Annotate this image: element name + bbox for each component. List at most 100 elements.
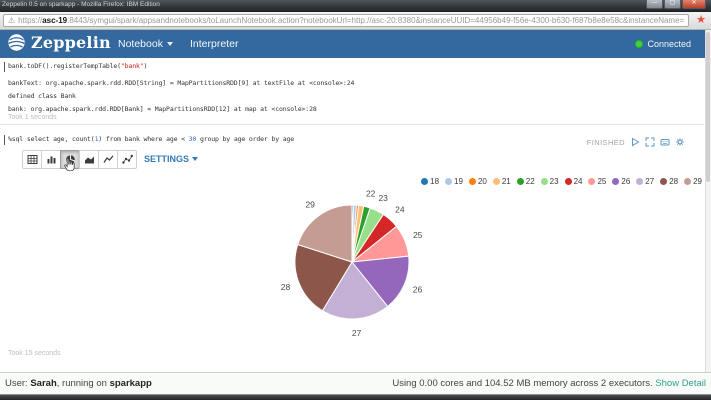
bookmark-star-icon[interactable]: ★ — [696, 14, 706, 26]
user-status-text: User: Sarah, running on sparkapp — [5, 378, 152, 389]
pie-slice[interactable] — [294, 243, 353, 312]
url-text: https://asc-19:8443/symgui/spark/appsand… — [18, 16, 684, 25]
legend-label: 27 — [645, 177, 655, 186]
connected-label: Connected — [647, 39, 691, 49]
chart-type-toolbar — [22, 150, 137, 169]
url-domain: asc-19 — [42, 16, 68, 25]
line-chart-button[interactable] — [98, 150, 118, 169]
legend-item[interactable]: 21 — [492, 177, 511, 186]
legend-label: 22 — [525, 177, 535, 186]
menu-notebook-label: Notebook — [118, 38, 163, 50]
legend-item[interactable]: 25 — [588, 177, 606, 186]
legend-dot-icon — [588, 178, 596, 185]
legend-item[interactable]: 18 — [421, 177, 439, 186]
warning-triangle-icon[interactable]: ⚠ — [8, 15, 16, 25]
settings-toggle[interactable]: SETTINGS — [144, 154, 199, 164]
pie-label: 24 — [395, 205, 405, 215]
legend-item[interactable]: 19 — [445, 177, 463, 186]
bar-chart-button[interactable] — [41, 150, 61, 169]
pie-chart-area: 22 23 24 25 26 27 28 29 — [0, 170, 711, 370]
legend-dot-icon — [516, 178, 524, 185]
code-text: ) — [143, 62, 148, 70]
window-close-button[interactable]: ✕ — [682, 0, 706, 9]
legend-item[interactable]: 24 — [564, 177, 583, 186]
legend-item[interactable]: 29 — [684, 177, 702, 186]
editor-cursor — [4, 135, 5, 145]
paragraph1-took-label: Took 1 seconds — [8, 114, 57, 121]
legend-item[interactable]: 27 — [636, 177, 654, 186]
area-chart-button[interactable] — [79, 150, 99, 169]
menu-interpreter[interactable]: Interpreter — [190, 38, 238, 50]
legend-dot-icon — [540, 178, 548, 185]
pie-label: 23 — [378, 193, 388, 203]
pie-slice[interactable] — [297, 204, 353, 263]
pie-label: 25 — [413, 230, 423, 240]
browser-titlebar[interactable]: Zeppelin 0.5 on sparkapp - Mozilla Firef… — [0, 0, 711, 12]
legend-item[interactable]: 20 — [468, 177, 487, 186]
pie-slice[interactable] — [351, 255, 410, 308]
browser-urlbar: ⚠ https://asc-19:8443/symgui/spark/appsa… — [0, 12, 711, 30]
legend-dot-icon — [421, 178, 429, 185]
usage-status-text: Using 0.00 cores and 104.52 MB memory ac… — [392, 378, 706, 389]
legend-dot-icon — [492, 178, 500, 185]
legend-label: 25 — [597, 177, 607, 186]
window-maximize-button[interactable]: ▢ — [664, 0, 681, 9]
legend-label: 23 — [549, 177, 559, 186]
brand-text: Zeppelin — [31, 33, 111, 52]
url-input[interactable]: ⚠ https://asc-19:8443/symgui/spark/appsa… — [3, 14, 689, 27]
legend-item[interactable]: 28 — [660, 177, 678, 186]
paragraph-divider — [0, 124, 704, 125]
area-chart-icon — [84, 156, 94, 164]
legend-label: 28 — [669, 177, 679, 186]
chevron-down-icon — [166, 42, 173, 46]
window-title: Zeppelin 0.5 on sparkapp - Mozilla Firef… — [2, 1, 160, 8]
table-icon — [27, 155, 37, 164]
paragraph1-output: bankText: org.apache.spark.rdd.RDD[Strin… — [8, 77, 354, 115]
zeppelin-brand[interactable]: Zeppelin — [7, 33, 111, 52]
legend-item[interactable]: 22 — [516, 177, 535, 186]
connection-status: Connected — [635, 39, 691, 49]
legend-item[interactable]: 23 — [540, 177, 559, 186]
paragraph-controls: FINISHED — [587, 137, 685, 147]
paragraph2-code-editor[interactable]: %sql select age, count(1) from bank wher… — [8, 135, 294, 143]
legend-dot-icon — [636, 178, 644, 185]
pie-label: 26 — [413, 284, 423, 294]
code-text: group by age order by age — [196, 135, 295, 143]
user-name: Sarah — [30, 378, 57, 389]
legend-label: 21 — [501, 177, 511, 186]
legend-label: 20 — [477, 177, 487, 186]
legend-dot-icon — [684, 178, 692, 185]
legend-label: 18 — [430, 177, 440, 186]
editor-icon[interactable] — [660, 137, 670, 147]
legend-label: 24 — [573, 177, 583, 186]
vertical-scrollbar[interactable] — [705, 30, 711, 372]
code-text: bank.toDF().registerTempTable( — [8, 62, 121, 70]
bar-chart-icon — [47, 156, 55, 164]
connected-dot-icon — [635, 40, 644, 48]
show-detail-link[interactable]: Show Detail — [655, 378, 706, 389]
output-line: bank: org.apache.spark.rdd.RDD[Bank] = M… — [8, 104, 317, 113]
gear-icon[interactable] — [675, 137, 685, 147]
code-number-token: 1 — [94, 135, 99, 143]
scatter-chart-button[interactable] — [117, 150, 137, 169]
pie-label: 29 — [305, 200, 315, 210]
table-button[interactable] — [22, 150, 42, 169]
paragraph2-took-label: Took 15 seconds — [8, 350, 61, 357]
scrollbar-thumb[interactable] — [706, 32, 710, 182]
hand-cursor-icon — [64, 158, 75, 172]
legend-label: 29 — [693, 177, 702, 186]
window-bottom-edge — [0, 394, 711, 400]
pie-slice[interactable] — [321, 261, 389, 320]
legend-dot-icon — [445, 178, 453, 185]
legend-dot-icon — [468, 178, 476, 185]
window-minimize-button[interactable]: — — [646, 0, 663, 9]
paragraph1-code-editor[interactable]: bank.toDF().registerTempTable("bank") — [8, 62, 147, 70]
pie-chart-svg: 22 23 24 25 26 27 28 29 — [281, 188, 423, 338]
pie-label: 27 — [352, 328, 362, 338]
legend-item[interactable]: 26 — [612, 177, 630, 186]
output-line: defined class Bank — [8, 91, 76, 100]
play-icon[interactable] — [630, 137, 640, 147]
expand-icon[interactable] — [645, 137, 655, 147]
app-name: sparkapp — [109, 378, 152, 389]
menu-notebook[interactable]: Notebook — [118, 38, 173, 50]
